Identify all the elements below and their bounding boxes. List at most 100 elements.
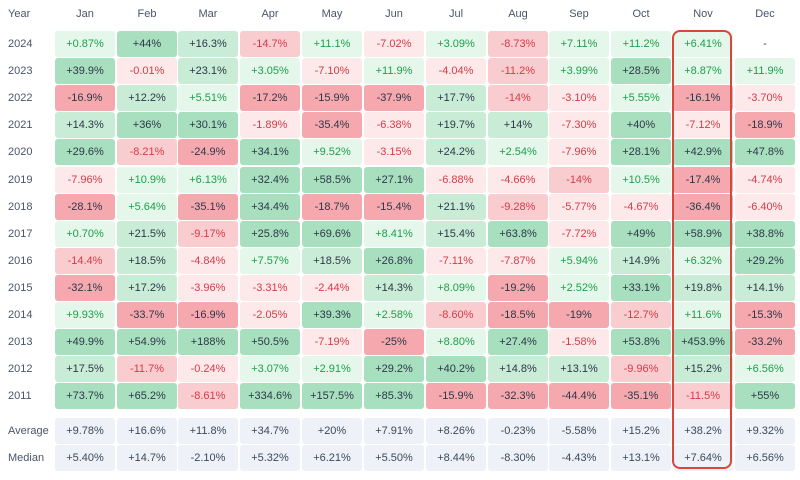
return-cell: -7.96% (549, 139, 609, 165)
return-cell: +17.2% (117, 275, 177, 301)
month-header-aug: Aug (508, 8, 528, 20)
return-cell: -33.2% (735, 329, 795, 355)
month-header-mar: Mar (198, 8, 218, 20)
year-label-2021: 2021 (8, 119, 33, 131)
year-label-2015: 2015 (8, 282, 33, 294)
return-cell: -7.12% (673, 112, 733, 138)
return-cell: -9.17% (178, 221, 238, 247)
return-cell: +11.2% (611, 31, 671, 57)
return-cell: +34.4% (240, 194, 300, 220)
return-cell: +5.55% (611, 85, 671, 111)
return-cell: +8.09% (426, 275, 486, 301)
return-cell: -4.84% (178, 248, 238, 274)
summary-cell: -0.23% (488, 418, 548, 444)
summary-cell: +6.56% (735, 445, 795, 471)
return-cell: +13.1% (549, 356, 609, 382)
return-cell: +29.6% (55, 139, 115, 165)
return-cell: +26.8% (364, 248, 424, 274)
return-cell: -7.10% (302, 58, 362, 84)
return-cell: -16.9% (178, 302, 238, 328)
return-cell: -16.9% (55, 85, 115, 111)
return-cell: -7.96% (55, 167, 115, 193)
return-cell: +17.7% (426, 85, 486, 111)
return-cell: +69.6% (302, 221, 362, 247)
return-cell: +11.9% (364, 58, 424, 84)
return-cell: +8.87% (673, 58, 733, 84)
return-cell: +40% (611, 112, 671, 138)
month-header-jul: Jul (448, 8, 464, 20)
return-cell: +49.9% (55, 329, 115, 355)
return-cell: -4.04% (426, 58, 486, 84)
return-cell: +29.2% (364, 356, 424, 382)
return-cell: -2.44% (302, 275, 362, 301)
summary-cell: +34.7% (240, 418, 300, 444)
return-cell: -3.31% (240, 275, 300, 301)
return-cell: +30.1% (178, 112, 238, 138)
return-cell: -11.2% (488, 58, 548, 84)
summary-cell: +9.78% (55, 418, 115, 444)
year-label-2022: 2022 (8, 92, 33, 104)
return-cell: -3.96% (178, 275, 238, 301)
return-cell: +21.5% (117, 221, 177, 247)
return-cell: -2.05% (240, 302, 300, 328)
return-cell: -3.15% (364, 139, 424, 165)
return-cell: -15.9% (302, 85, 362, 111)
month-header-sep: Sep (569, 8, 589, 20)
return-cell: -7.87% (488, 248, 548, 274)
return-cell: -15.9% (426, 383, 486, 409)
return-cell: +8.41% (364, 221, 424, 247)
return-cell: -19.2% (488, 275, 548, 301)
return-cell: -7.72% (549, 221, 609, 247)
return-cell: +12.2% (117, 85, 177, 111)
return-cell: +2.58% (364, 302, 424, 328)
return-cell: -3.70% (735, 85, 795, 111)
month-header-dec: Dec (755, 8, 775, 20)
summary-label-median: Median (8, 452, 45, 464)
year-label-2018: 2018 (8, 201, 33, 213)
return-cell: -37.9% (364, 85, 424, 111)
month-header-jan: Jan (76, 8, 94, 20)
return-cell: -17.2% (240, 85, 300, 111)
return-cell: -14% (549, 167, 609, 193)
return-cell: -35.1% (611, 383, 671, 409)
return-cell: +188% (178, 329, 238, 355)
return-cell: +32.4% (240, 167, 300, 193)
return-cell: -7.30% (549, 112, 609, 138)
return-cell: +2.52% (549, 275, 609, 301)
return-cell: -6.40% (735, 194, 795, 220)
return-cell: -18.5% (488, 302, 548, 328)
summary-cell: +6.21% (302, 445, 362, 471)
return-cell: +3.99% (549, 58, 609, 84)
return-cell: +0.87% (55, 31, 115, 57)
return-cell: +16.3% (178, 31, 238, 57)
return-cell: +14% (488, 112, 548, 138)
year-label-2024: 2024 (8, 38, 33, 50)
return-cell: +8.80% (426, 329, 486, 355)
return-cell: -44.4% (549, 383, 609, 409)
return-cell: +5.51% (178, 85, 238, 111)
summary-cell: +7.91% (364, 418, 424, 444)
month-header-may: May (321, 8, 343, 20)
return-cell: +58.9% (673, 221, 733, 247)
month-header-apr: Apr (261, 8, 279, 20)
return-cell: +39.9% (55, 58, 115, 84)
return-cell: +18.5% (117, 248, 177, 274)
return-cell: -4.66% (488, 167, 548, 193)
return-cell: -8.60% (426, 302, 486, 328)
return-cell: +14.3% (55, 112, 115, 138)
summary-cell: +15.2% (611, 418, 671, 444)
return-cell: -11.5% (673, 383, 733, 409)
return-cell: -16.1% (673, 85, 733, 111)
summary-cell: -4.43% (549, 445, 609, 471)
return-cell: -32.1% (55, 275, 115, 301)
return-cell: +25.8% (240, 221, 300, 247)
return-cell: -4.74% (735, 167, 795, 193)
return-cell: +58.5% (302, 167, 362, 193)
return-cell: -14.7% (240, 31, 300, 57)
year-label-2013: 2013 (8, 336, 33, 348)
return-cell: -0.24% (178, 356, 238, 382)
summary-cell: -8.30% (488, 445, 548, 471)
return-cell: +14.9% (611, 248, 671, 274)
summary-cell: -5.58% (549, 418, 609, 444)
